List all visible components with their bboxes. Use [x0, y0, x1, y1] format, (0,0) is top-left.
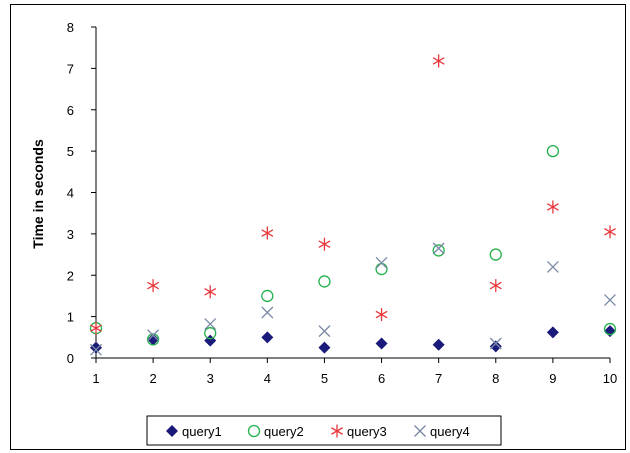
x-tick-label: 7 [435, 371, 442, 386]
query3-point [432, 54, 445, 68]
x-tick-label: 5 [321, 371, 328, 386]
query4-point [432, 242, 445, 255]
query1-point [147, 333, 160, 346]
query2-point [146, 333, 160, 346]
x-tick-label: 10 [603, 371, 617, 386]
query1-point [489, 340, 502, 353]
y-tick-label: 1 [67, 310, 74, 325]
query1-point [261, 331, 274, 344]
query2-legend-marker [247, 424, 261, 438]
query1-legend-marker [166, 425, 178, 437]
query3-point [546, 200, 559, 214]
y-tick-label: 3 [67, 227, 74, 242]
x-tick-label: 1 [92, 371, 99, 386]
query4-point [147, 329, 160, 342]
query4-point [375, 256, 388, 269]
legend-label: query4 [430, 424, 470, 439]
y-tick-label: 4 [67, 186, 74, 201]
query3-point [204, 285, 217, 299]
x-tick-label: 2 [149, 371, 156, 386]
query2-point [204, 327, 217, 340]
x-tick-label: 4 [264, 371, 271, 386]
data-points [89, 54, 617, 356]
y-tick-label: 5 [67, 144, 74, 159]
query4-point [546, 261, 559, 273]
legend-label: query3 [347, 424, 387, 439]
y-tick-label: 2 [67, 268, 74, 283]
query4-point [489, 337, 502, 350]
legend-label: query1 [182, 424, 222, 439]
legend-box [146, 415, 502, 446]
query4-point [261, 306, 274, 319]
x-tick-label: 6 [378, 371, 385, 386]
query2-point [318, 275, 331, 288]
legend-label: query2 [264, 424, 304, 439]
axes [91, 26, 611, 363]
query2-point [261, 289, 274, 303]
query1-point [318, 341, 331, 354]
chart-frame [10, 4, 626, 450]
query3-legend-marker [331, 424, 343, 438]
query1-point [375, 337, 388, 350]
y-tick-label: 7 [67, 61, 74, 76]
query2-point [375, 262, 388, 276]
query1-point [90, 341, 102, 354]
query4-point [204, 318, 217, 331]
query4-point [604, 294, 616, 307]
query4-point [318, 325, 331, 338]
y-tick-label: 8 [67, 20, 74, 35]
y-tick-label: 0 [67, 351, 74, 366]
query1-point [432, 338, 445, 351]
query3-point [90, 321, 102, 335]
legend: query1 query2 query3 query4 [146, 415, 502, 446]
query2-point [489, 248, 502, 261]
query1-point [604, 325, 616, 338]
query2-point [603, 322, 617, 336]
y-tick-label: 6 [67, 103, 74, 118]
x-tick-label: 3 [207, 371, 214, 386]
query2-point [546, 144, 560, 158]
query3-point [375, 308, 388, 322]
query3-point [147, 279, 160, 293]
query1-point [546, 326, 559, 339]
x-tick-label: 8 [492, 371, 499, 386]
y-tick-labels: 0 1 2 3 4 5 6 7 8 [67, 20, 74, 366]
query2-point [432, 244, 445, 257]
query3-point [489, 279, 502, 293]
x-tick-labels: 1 2 3 4 5 6 7 8 9 10 [92, 371, 617, 386]
query4-point [90, 343, 102, 356]
y-axis-label: Time in seconds [30, 139, 46, 249]
query3-point [318, 237, 331, 251]
x-tick-label: 9 [549, 371, 556, 386]
query3-point [604, 225, 616, 239]
query4-legend-marker [414, 425, 426, 437]
query3-point [261, 226, 274, 240]
